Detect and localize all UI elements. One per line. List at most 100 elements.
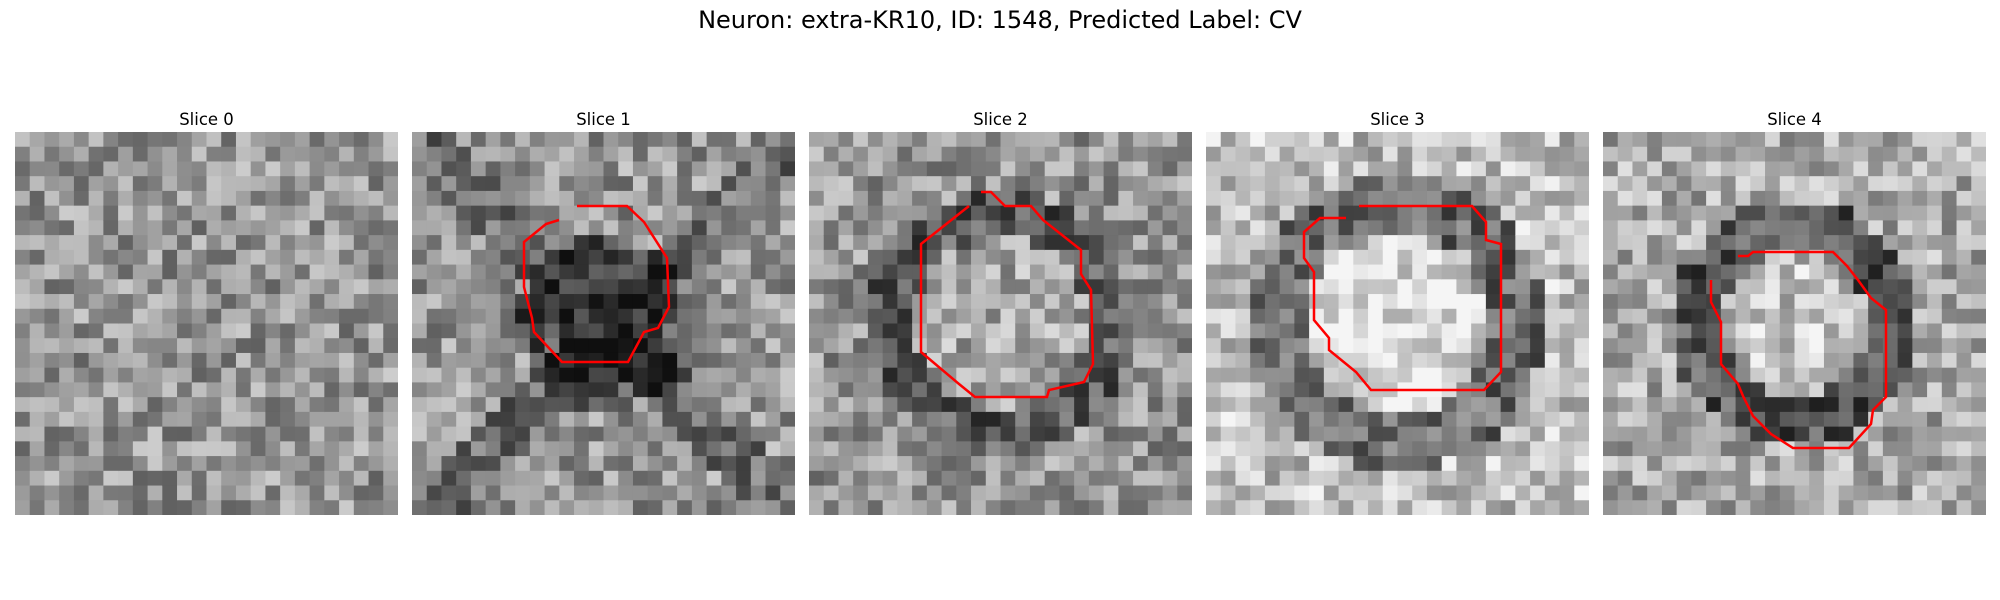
pixel-cell [926,367,943,384]
pixel-cell [412,235,428,251]
pixel-cell [368,264,384,280]
pixel-cell [1617,382,1634,398]
pixel-cell [765,220,781,236]
pixel-cell [691,485,708,501]
pixel-cell [544,249,560,266]
pixel-cell [1661,235,1678,251]
pixel-cell [1897,279,1913,295]
pixel-cell [1661,426,1678,442]
pixel-cell [132,323,149,339]
pixel-cell [383,220,398,236]
pixel-cell [426,485,443,501]
pixel-cell [1750,264,1766,280]
pixel-cell [1412,426,1428,442]
pixel-cell [1868,176,1884,192]
pixel-cell [1103,323,1119,339]
pixel-cell [1794,205,1810,221]
pixel-cell [1059,352,1075,369]
pixel-cell [1971,485,1986,501]
pixel-cell [103,382,119,398]
pixel-cell [441,264,457,280]
pixel-cell [339,235,355,251]
pixel-cell [574,176,590,192]
pixel-cell [1279,294,1295,310]
pixel-cell [1279,249,1295,266]
pixel-cell [926,220,943,236]
pixel-cell [838,382,854,398]
pixel-cell [1676,382,1692,398]
pixel-cell [1485,323,1502,339]
pixel-cell [588,294,605,310]
pixel-cell [1029,426,1046,442]
pixel-cell [1941,132,1958,148]
pixel-cell [1000,338,1016,354]
pixel-cell [1617,367,1634,384]
pixel-cell [1941,220,1958,236]
pixel-cell [574,470,590,487]
pixel-cell [1927,176,1943,192]
pixel-cell [1162,485,1178,501]
pixel-cell [15,176,31,192]
pixel-cell [294,426,311,442]
pixel-cell [691,456,708,472]
pixel-cell [867,249,884,266]
pixel-cell [823,500,840,515]
pixel-cell [897,132,913,148]
pixel-cell [103,190,119,207]
pixel-cell [1133,323,1149,339]
pixel-cell [1088,470,1105,487]
pixel-cell [882,382,898,398]
pixel-cell [1794,367,1810,384]
pixel-cell [736,411,752,428]
pixel-cell [985,500,1002,515]
pixel-cell [809,352,825,369]
pixel-cell [73,441,90,457]
pixel-cell [147,294,163,310]
pixel-cell [559,367,575,384]
pixel-cell [1397,323,1413,339]
pixel-cell [971,264,987,280]
pixel-cell [1264,132,1281,148]
pixel-cell [1559,205,1575,221]
pixel-cell [235,323,252,339]
pixel-cell [603,249,619,266]
pixel-cell [1015,411,1031,428]
pixel-cell [221,220,237,236]
pixel-cell [1353,485,1369,501]
pixel-cell [353,352,370,369]
pixel-cell [882,190,898,207]
pixel-cell [1706,249,1722,266]
pixel-cell [280,220,296,236]
pixel-cell [1441,205,1458,221]
pixel-cell [1250,279,1266,295]
pixel-cell [1264,456,1281,472]
pixel-cell [235,485,252,501]
pixel-cell [736,161,752,177]
pixel-cell [1809,367,1825,384]
pixel-cell [221,338,237,354]
pixel-cell [1059,190,1075,207]
pixel-cell [1103,470,1119,487]
pixel-cell [250,411,267,428]
pixel-cell [294,397,311,413]
pixel-cell [926,264,943,280]
pixel-cell [73,308,90,325]
pixel-cell [985,235,1002,251]
pixel-cell [853,205,869,221]
pixel-cell [1074,205,1090,221]
pixel-cell [1220,382,1237,398]
pixel-cell [1868,338,1884,354]
pixel-cell [15,397,31,413]
pixel-cell [1147,397,1164,413]
pixel-cell [1029,190,1046,207]
pixel-cell [1471,132,1487,148]
pixel-cell [324,382,340,398]
pixel-cell [59,308,75,325]
pixel-cell [1617,279,1634,295]
pixel-cell [1177,264,1192,280]
pixel-cell [956,397,972,413]
pixel-cell [1956,456,1972,472]
pixel-cell [1544,470,1561,487]
pixel-cell [1603,220,1619,236]
pixel-cell [339,485,355,501]
